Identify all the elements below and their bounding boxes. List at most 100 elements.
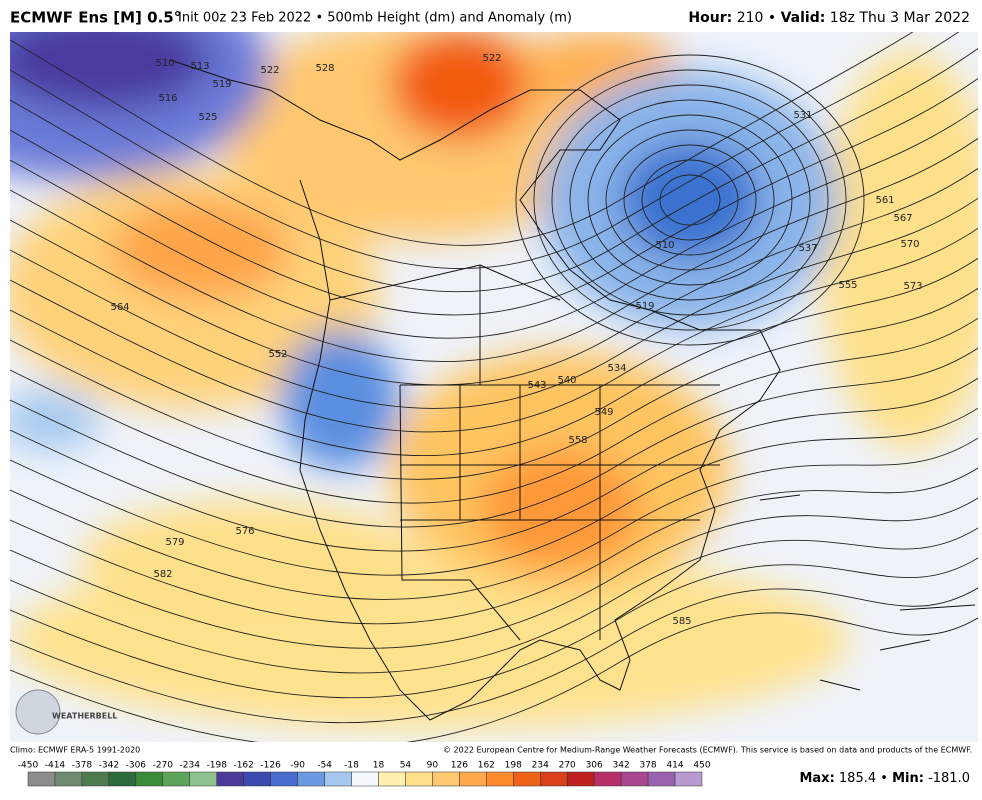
contour-label: 582: [153, 569, 172, 580]
description: Init 00z 23 Feb 2022 • 500mb Height (dm)…: [178, 11, 572, 26]
contour-label: 549: [594, 407, 613, 418]
colorbar-swatch: [459, 771, 487, 787]
contour-line: [10, 437, 978, 600]
colorbar-tick-label: 450: [693, 761, 710, 771]
colorbar-swatch: [539, 771, 568, 787]
colorbar-tick-label: -162: [233, 761, 253, 771]
contour-label: 561: [875, 195, 894, 206]
colorbar-swatch: [647, 771, 676, 787]
colorbar-swatch: [566, 771, 595, 787]
colorbar-tick-label: 126: [451, 761, 468, 771]
max-label: Max:: [799, 771, 834, 786]
colorbar-swatch: [27, 771, 56, 787]
geography: [169, 59, 976, 721]
map: 510 5135195225165255285225315375615675705…: [10, 32, 978, 742]
contour-line: [10, 32, 960, 269]
colorbar-swatch: [486, 771, 514, 787]
contour-label: 555: [838, 280, 857, 291]
hour: 210: [737, 10, 764, 26]
colorbar: -450 -414 -378 -342 -306 -270 -234 -198 -162 -126…: [18, 761, 711, 787]
contour-label: 573: [903, 281, 922, 292]
contour-label: 534: [607, 363, 626, 374]
colorbar-swatch: [54, 771, 83, 787]
contour-label: 579: [165, 537, 184, 548]
contour-label: 543: [527, 380, 546, 391]
colorbar-swatch: [674, 771, 703, 787]
contour-line: [10, 227, 978, 433]
contour-line: [551, 84, 829, 316]
colorbar-swatch: [324, 771, 352, 787]
contour-line: [10, 287, 978, 480]
colorbar-tick-label: -234: [180, 761, 201, 771]
contour-line: [10, 377, 978, 552]
colorbar-tick-label: 234: [532, 761, 549, 771]
model-title: ECMWF Ens [M] 0.5°: [10, 9, 181, 27]
contour-label: 525: [198, 112, 217, 123]
contour-line: [10, 167, 978, 386]
colorbar-tick-label: 378: [639, 761, 656, 771]
colorbar-tick-label: -414: [45, 761, 66, 771]
contour-line: [10, 47, 978, 293]
contour-line: [10, 612, 978, 742]
separator: •: [880, 771, 888, 786]
colorbar-swatch: [108, 771, 137, 787]
contour-line: [10, 467, 978, 625]
contour-label: 552: [268, 349, 287, 360]
colorbar-swatch: [378, 771, 406, 787]
separator: •: [768, 10, 776, 26]
climo-note: Climo: ECMWF ERA-5 1991-2020: [10, 746, 140, 755]
contour-label: 570: [900, 239, 919, 250]
contour-label: 516: [158, 93, 177, 104]
contour-line: [10, 347, 978, 528]
contour-line: [587, 114, 793, 286]
min-value: -181.0: [928, 771, 970, 786]
colorbar-tick-label: 270: [559, 761, 576, 771]
contour-line: [10, 257, 978, 457]
colorbar-swatch: [135, 771, 164, 787]
contour-label: 510: [155, 58, 174, 69]
colorbar-tick-label: -54: [317, 761, 332, 771]
colorbar-swatch: [216, 771, 244, 787]
colorbar-swatch: [297, 771, 325, 787]
contour-label: 519: [635, 301, 654, 312]
colorbar-tick-label: 90: [427, 761, 439, 771]
contour-line: [10, 527, 978, 674]
contour-line: [10, 137, 978, 363]
contour-label: 558: [568, 435, 587, 446]
colorbar-swatch: [81, 771, 110, 787]
contour-labels: 510 5135195225165255285225315375615675705…: [110, 53, 922, 627]
contour-label: 522: [482, 53, 501, 64]
colorbar-swatch: [432, 771, 460, 787]
contour-line: [515, 54, 865, 346]
contour-line: [10, 197, 978, 409]
contour-line: [623, 144, 757, 256]
colorbar-tick-label: 54: [400, 761, 412, 771]
anomaly-field: [10, 32, 978, 730]
colorbar-tick-label: -270: [153, 761, 174, 771]
contour-label: 528: [315, 63, 334, 74]
colorbar-tick-label: 18: [373, 761, 385, 771]
contour-line: [605, 129, 775, 271]
min-label: Min:: [892, 771, 924, 786]
contour-label: 519: [212, 79, 231, 90]
colorbar-swatch: [593, 771, 622, 787]
valid-label: Valid:: [781, 10, 826, 26]
contour-line: [10, 497, 978, 649]
colorbar-swatch: [351, 771, 379, 787]
contour-label: 513: [190, 61, 209, 72]
contour-label: 537: [798, 243, 817, 254]
colorbar-swatch: [513, 771, 541, 787]
contour-label: 585: [672, 616, 691, 627]
contour-line: [10, 107, 978, 339]
colorbar-tick-label: -126: [260, 761, 281, 771]
max-min: Max: 185.4 • Min: -181.0: [799, 771, 970, 786]
contour-line: [10, 32, 914, 246]
height-contours: [10, 32, 978, 742]
max-value: 185.4: [839, 771, 876, 786]
valid-time: Hour: 210 • Valid: 18z Thu 3 Mar 2022: [688, 10, 970, 26]
colorbar-swatch: [270, 771, 298, 787]
contour-line: [10, 557, 978, 699]
contour-label: 531: [793, 110, 812, 121]
valid: 18z Thu 3 Mar 2022: [830, 10, 970, 26]
contour-line: [641, 159, 739, 241]
